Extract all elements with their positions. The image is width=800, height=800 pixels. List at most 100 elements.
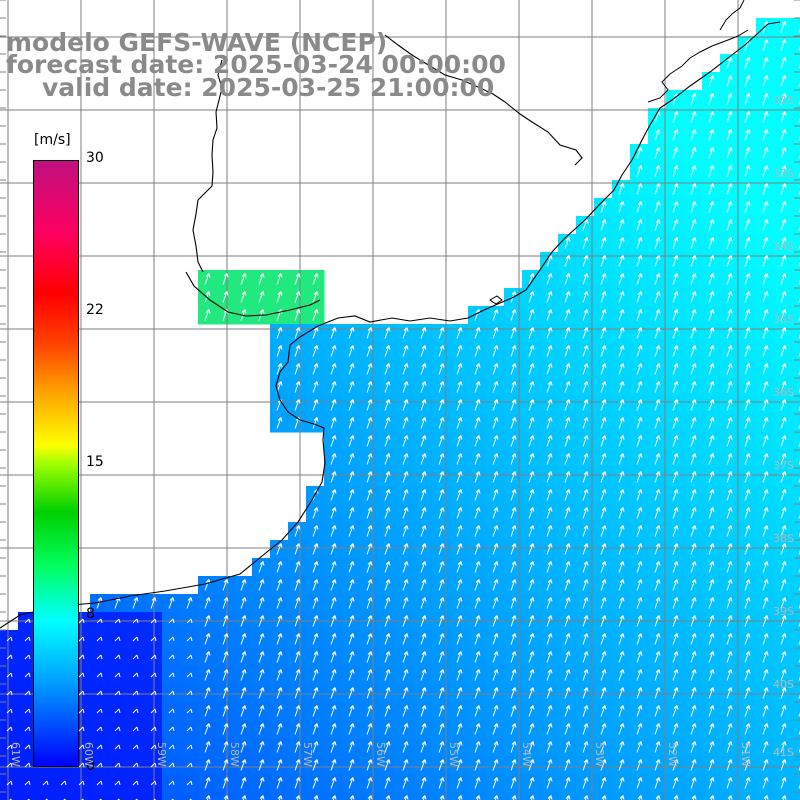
wind-arrow (618, 651, 625, 663)
wind-arrow (366, 741, 373, 753)
wind-arrow (780, 273, 787, 285)
wind-arrow (636, 183, 643, 195)
wind-arrow (222, 705, 229, 717)
wind-arrow (330, 381, 337, 393)
wind-arrow (24, 744, 31, 750)
wind-arrow (708, 219, 715, 231)
wind-arrow (456, 651, 463, 663)
wind-arrow (582, 471, 589, 483)
wind-arrow (312, 417, 319, 429)
wind-arrow (780, 543, 787, 555)
wind-arrow (186, 654, 193, 660)
wind-arrow (690, 237, 697, 249)
wind-arrow (456, 579, 463, 591)
wind-arrow (420, 597, 427, 609)
wind-arrow (474, 381, 481, 393)
wind-speed-cell (378, 792, 397, 800)
wind-arrow (222, 669, 229, 681)
wind-arrow (384, 561, 391, 573)
wind-arrow (690, 147, 697, 159)
wind-arrow (708, 255, 715, 267)
wind-arrow (330, 345, 337, 357)
wind-arrow (186, 708, 193, 714)
wind-arrow (672, 453, 679, 465)
wind-arrow (276, 291, 283, 303)
wind-speed-cell (792, 720, 800, 739)
wind-arrow (330, 687, 337, 699)
wind-arrow (780, 669, 787, 681)
wind-arrow (402, 381, 409, 393)
wind-arrow (384, 507, 391, 519)
wind-arrow (96, 597, 103, 609)
wind-speed-cell (792, 342, 800, 361)
wind-arrow (762, 255, 769, 267)
wind-arrow (618, 741, 625, 753)
wind-arrow (564, 723, 571, 735)
wind-arrow (582, 543, 589, 555)
wind-arrow (474, 669, 481, 681)
wind-arrow (402, 669, 409, 681)
wind-arrow (366, 651, 373, 663)
wind-arrow (258, 597, 265, 609)
wind-arrow (348, 633, 355, 645)
wind-arrow (636, 705, 643, 717)
cape-coast (719, 0, 745, 31)
wind-arrow (726, 471, 733, 483)
wind-speed-cell (792, 522, 800, 541)
wind-arrow (312, 759, 319, 771)
wind-speed-cell (792, 504, 800, 523)
wind-arrow (312, 777, 319, 789)
longitude-label: 53W (593, 742, 606, 767)
wind-arrow (636, 219, 643, 231)
wind-arrow (438, 543, 445, 555)
wind-arrow (762, 669, 769, 681)
wind-arrow (582, 687, 589, 699)
wind-arrow (546, 723, 553, 735)
wind-arrow (366, 507, 373, 519)
wind-speed-cell (792, 378, 800, 397)
wind-arrow (330, 651, 337, 663)
wind-arrow (528, 327, 535, 339)
wind-arrow (672, 237, 679, 249)
wind-arrow (762, 75, 769, 87)
wind-arrow (618, 309, 625, 321)
wind-arrow (726, 201, 733, 213)
wind-arrow (510, 579, 517, 591)
wind-arrow (150, 654, 157, 660)
wind-arrow (474, 597, 481, 609)
wind-arrow (294, 561, 301, 573)
wind-arrow (636, 759, 643, 771)
wind-arrow (348, 363, 355, 375)
wind-speed-cell (270, 792, 289, 800)
wind-arrow (726, 687, 733, 699)
wind-arrow (330, 633, 337, 645)
wind-arrow (708, 489, 715, 501)
wind-arrow (564, 489, 571, 501)
wind-arrow (780, 399, 787, 411)
wind-arrow (780, 525, 787, 537)
wind-arrow (78, 780, 85, 786)
wind-arrow (384, 543, 391, 555)
wind-arrow (726, 237, 733, 249)
wind-arrow (78, 636, 85, 642)
wind-arrow (636, 435, 643, 447)
wind-arrow (528, 705, 535, 717)
wind-arrow (78, 654, 85, 660)
wind-arrow (474, 525, 481, 537)
wind-speed-cell (684, 792, 703, 800)
wind-arrow (24, 672, 31, 678)
wind-arrow (204, 309, 211, 321)
wind-arrow (672, 165, 679, 177)
wind-arrow (726, 75, 733, 87)
wind-arrow (384, 597, 391, 609)
wind-arrow (312, 597, 319, 609)
wind-arrow (528, 489, 535, 501)
wind-speed-cell (540, 792, 559, 800)
wind-arrow (564, 615, 571, 627)
wind-arrow (366, 759, 373, 771)
wind-speed-cell (792, 540, 800, 559)
wind-arrow (672, 597, 679, 609)
wind-arrow (618, 327, 625, 339)
wind-arrow (690, 687, 697, 699)
